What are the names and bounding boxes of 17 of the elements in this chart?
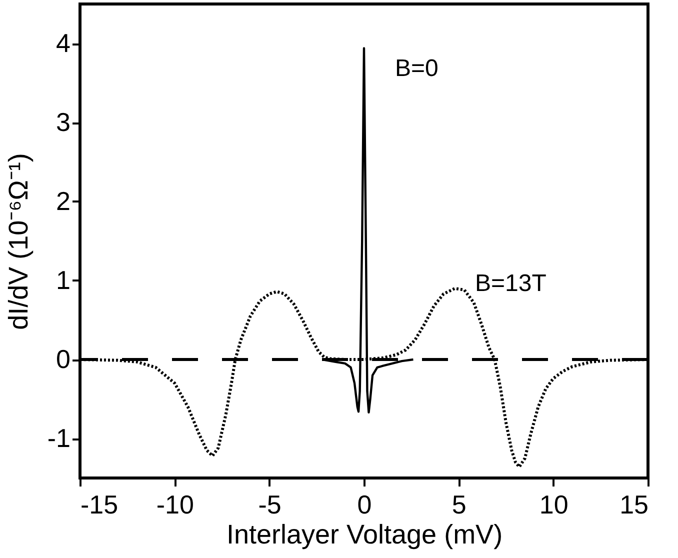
x-tick-label: 0 xyxy=(357,490,372,520)
series-label: B=13T xyxy=(475,270,547,297)
x-tick-label: -10 xyxy=(156,490,194,520)
x-tick-label: 10 xyxy=(539,490,568,520)
x-axis-title: Interlayer Voltage (mV) xyxy=(226,520,503,550)
y-tick-label: 3 xyxy=(56,107,70,137)
y-tick-label: 0 xyxy=(56,344,70,374)
y-tick-label: -1 xyxy=(47,423,70,453)
x-tick-label: 15 xyxy=(620,490,648,520)
series-label: B=0 xyxy=(395,55,438,82)
x-tick-label: -5 xyxy=(258,490,282,520)
x-tick-label: -15 xyxy=(80,490,118,520)
y-tick-label: 2 xyxy=(56,186,70,216)
x-tick-label: 5 xyxy=(452,490,466,520)
y-tick-label: 1 xyxy=(56,265,70,295)
y-tick-label: 4 xyxy=(56,28,70,58)
y-axis-title: dI/dV (10⁻⁶Ω⁻¹) xyxy=(3,153,34,330)
